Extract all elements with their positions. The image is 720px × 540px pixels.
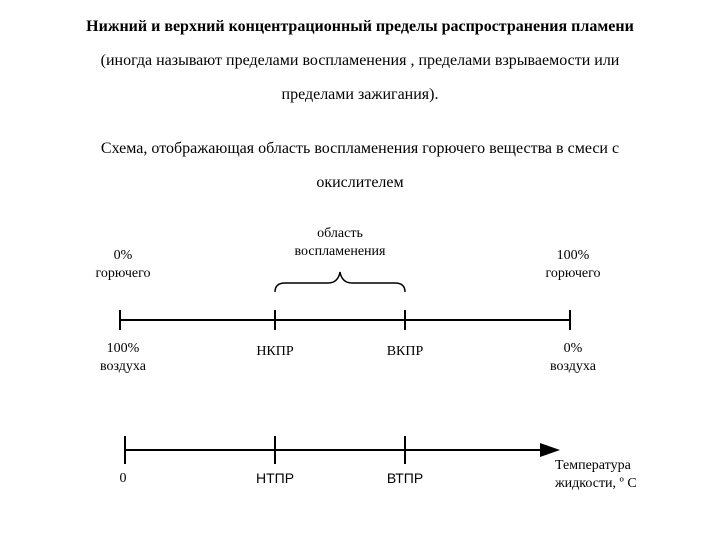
temperature-axis <box>0 0 720 540</box>
